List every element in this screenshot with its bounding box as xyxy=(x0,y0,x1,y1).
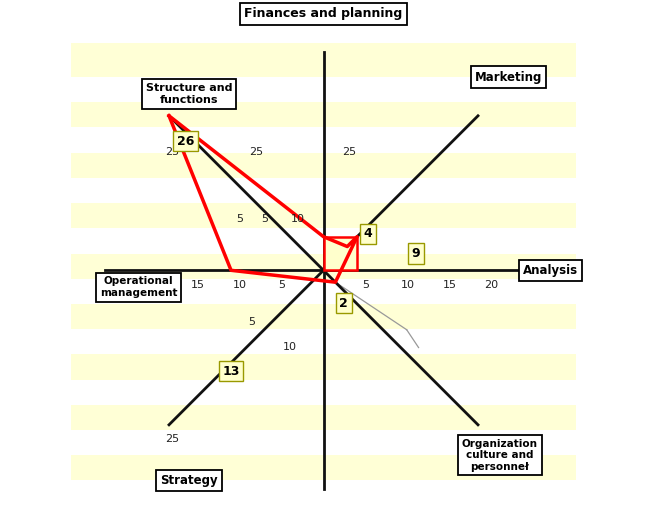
Text: 20: 20 xyxy=(148,280,162,291)
Text: 5: 5 xyxy=(278,280,285,291)
Text: 10: 10 xyxy=(232,280,247,291)
Text: 25: 25 xyxy=(342,147,356,157)
Bar xyxy=(324,237,357,270)
Text: Organization
culture and
personneł: Organization culture and personneł xyxy=(462,439,538,472)
Text: 25: 25 xyxy=(165,147,179,157)
Text: 25: 25 xyxy=(165,434,179,444)
Text: 5: 5 xyxy=(236,214,243,224)
Text: Finances and planning: Finances and planning xyxy=(245,8,402,20)
Text: 5: 5 xyxy=(261,214,268,224)
Text: Marketing: Marketing xyxy=(475,70,542,84)
Bar xyxy=(71,254,576,279)
Text: 26: 26 xyxy=(177,134,195,148)
Text: 10: 10 xyxy=(283,342,297,352)
Text: 5: 5 xyxy=(362,280,369,291)
Text: Analysis: Analysis xyxy=(523,264,578,277)
Text: 13: 13 xyxy=(223,365,240,378)
Text: Strategy: Strategy xyxy=(160,474,218,487)
Text: 15: 15 xyxy=(190,280,204,291)
Text: 10: 10 xyxy=(291,214,305,224)
Text: 10: 10 xyxy=(400,280,415,291)
Text: 9: 9 xyxy=(411,247,421,260)
Text: 15: 15 xyxy=(443,280,457,291)
Text: 2: 2 xyxy=(340,297,348,310)
Bar xyxy=(71,102,576,127)
Text: 5: 5 xyxy=(248,316,256,327)
Bar xyxy=(71,354,576,380)
Text: 25: 25 xyxy=(249,147,263,157)
Bar xyxy=(71,153,576,178)
Bar xyxy=(71,44,576,77)
Text: 20: 20 xyxy=(485,280,499,291)
Bar xyxy=(71,455,576,481)
Text: Structure and
functions: Structure and functions xyxy=(146,83,232,104)
Bar xyxy=(71,304,576,329)
Bar xyxy=(71,405,576,430)
Text: 4: 4 xyxy=(364,228,373,240)
Bar xyxy=(71,203,576,228)
Text: Operational
management: Operational management xyxy=(100,276,177,298)
